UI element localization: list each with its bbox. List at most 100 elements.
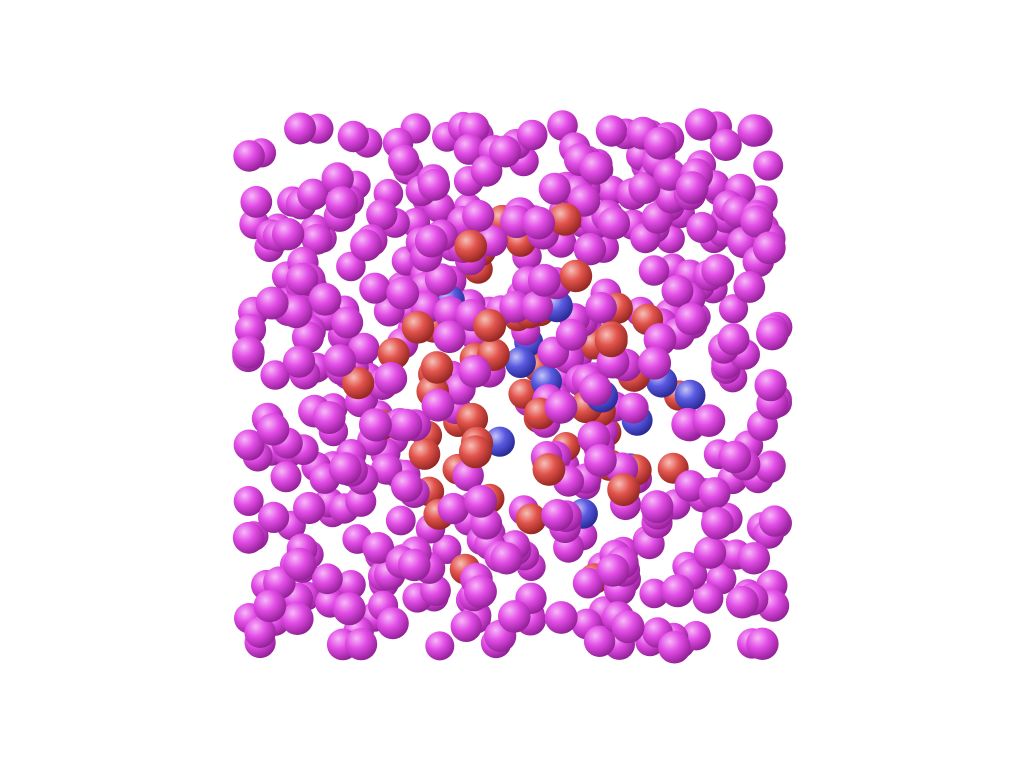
type-a-sphere xyxy=(337,120,369,153)
type-a-sphere xyxy=(240,186,273,218)
type-a-sphere xyxy=(617,392,649,424)
type-a-sphere xyxy=(718,294,749,324)
type-a-sphere xyxy=(312,401,346,434)
type-a-sphere xyxy=(701,254,735,287)
type-a-sphere xyxy=(458,355,492,388)
type-a-sphere xyxy=(573,233,607,266)
type-b-sphere xyxy=(559,259,593,293)
type-a-sphere xyxy=(350,229,383,262)
type-a-sphere xyxy=(283,345,316,378)
type-a-sphere xyxy=(232,336,265,369)
type-a-sphere xyxy=(740,205,773,238)
type-a-sphere xyxy=(555,319,588,351)
type-a-sphere xyxy=(583,625,616,657)
type-a-sphere xyxy=(611,610,645,644)
type-c-sphere xyxy=(504,347,536,378)
type-a-sphere xyxy=(733,271,766,303)
type-a-sphere xyxy=(348,332,380,365)
type-b-sphere xyxy=(594,324,628,358)
type-a-sphere xyxy=(527,263,561,297)
type-b-sphere xyxy=(342,367,375,400)
type-a-sphere xyxy=(595,115,628,147)
type-a-sphere xyxy=(718,440,752,474)
type-a-sphere xyxy=(717,323,750,356)
type-a-sphere xyxy=(643,126,677,160)
type-a-sphere xyxy=(692,583,724,614)
type-a-sphere xyxy=(386,276,420,310)
type-a-sphere xyxy=(256,413,290,446)
type-a-sphere xyxy=(752,231,786,265)
type-a-sphere xyxy=(301,223,333,255)
type-a-sphere xyxy=(596,553,630,587)
type-a-sphere xyxy=(453,133,485,165)
type-a-sphere xyxy=(253,589,287,623)
type-a-sphere xyxy=(336,570,366,600)
type-a-sphere xyxy=(584,444,617,477)
type-a-sphere xyxy=(579,373,612,406)
type-a-sphere xyxy=(709,129,742,161)
type-a-sphere xyxy=(638,255,670,286)
type-a-sphere xyxy=(746,627,779,660)
type-a-sphere xyxy=(424,263,458,296)
type-a-sphere xyxy=(283,547,316,581)
type-a-sphere xyxy=(232,521,265,554)
type-b-sphere xyxy=(607,473,640,507)
type-a-sphere xyxy=(359,272,391,304)
type-b-sphere xyxy=(456,402,489,435)
type-a-sphere xyxy=(490,542,523,575)
type-a-sphere xyxy=(328,452,362,485)
type-a-sphere xyxy=(516,119,548,151)
type-a-sphere xyxy=(597,206,631,240)
type-a-sphere xyxy=(312,563,343,595)
type-a-sphere xyxy=(661,574,695,608)
type-a-sphere xyxy=(233,486,264,516)
type-a-sphere xyxy=(498,600,531,633)
type-a-sphere xyxy=(233,429,265,461)
type-a-sphere xyxy=(463,575,497,609)
type-a-sphere xyxy=(359,408,392,442)
type-a-sphere xyxy=(701,507,734,540)
type-a-sphere xyxy=(522,206,556,240)
type-a-sphere xyxy=(331,306,364,339)
particle-layer xyxy=(232,108,793,664)
type-a-sphere xyxy=(389,408,423,442)
type-a-sphere xyxy=(698,477,731,509)
type-a-sphere xyxy=(541,499,574,531)
type-a-sphere xyxy=(421,388,455,422)
type-a-sphere xyxy=(385,505,416,536)
type-a-sphere xyxy=(345,628,378,661)
type-a-sphere xyxy=(464,485,497,518)
type-a-sphere xyxy=(332,592,366,626)
type-b-sphere xyxy=(532,453,566,486)
type-a-sphere xyxy=(297,178,329,211)
type-a-sphere xyxy=(433,320,466,354)
type-b-sphere xyxy=(458,435,492,469)
type-a-sphere xyxy=(255,286,289,320)
type-b-sphere xyxy=(377,337,410,370)
type-a-sphere xyxy=(462,199,495,232)
type-a-sphere xyxy=(437,492,469,525)
type-a-sphere xyxy=(260,360,291,390)
type-a-sphere xyxy=(686,211,718,244)
type-a-sphere xyxy=(685,108,718,141)
type-a-sphere xyxy=(640,490,674,524)
type-a-sphere xyxy=(585,292,617,324)
type-a-sphere xyxy=(628,172,661,205)
type-b-sphere xyxy=(420,351,454,384)
type-a-sphere xyxy=(293,491,326,525)
type-b-sphere xyxy=(401,311,435,344)
type-a-sphere xyxy=(737,114,771,147)
type-a-sphere xyxy=(758,505,791,537)
type-c-sphere xyxy=(674,379,706,411)
type-c-sphere xyxy=(484,426,515,457)
type-a-sphere xyxy=(362,532,395,564)
type-a-sphere xyxy=(692,404,726,437)
type-a-sphere xyxy=(425,631,455,661)
type-a-sphere xyxy=(291,321,324,354)
type-a-sphere xyxy=(638,346,672,380)
type-a-sphere xyxy=(414,224,448,258)
type-a-sphere xyxy=(398,548,431,582)
type-a-sphere xyxy=(388,144,420,176)
type-a-sphere xyxy=(271,218,305,251)
